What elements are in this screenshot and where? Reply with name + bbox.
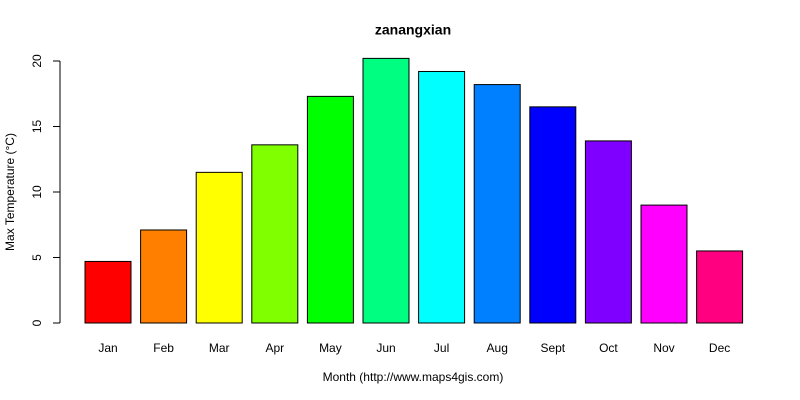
x-tick-label: Sept (540, 341, 565, 355)
x-tick-label: Jul (434, 341, 449, 355)
x-tick-label: Jun (376, 341, 395, 355)
x-tick-label: Jan (98, 341, 117, 355)
bar (306, 95, 354, 324)
y-tick-label: 5 (30, 254, 44, 261)
bar (473, 84, 521, 324)
bar (84, 260, 132, 324)
bar (195, 171, 243, 324)
x-tick-label: Feb (153, 341, 174, 355)
bar (251, 144, 299, 324)
chart-title: zanangxian (375, 22, 451, 38)
y-tick-label: 15 (30, 120, 44, 134)
x-tick-label: Oct (599, 341, 618, 355)
x-tick-label: Dec (709, 341, 730, 355)
y-tick-label: 0 (30, 319, 44, 326)
x-tick-label: Apr (265, 341, 284, 355)
bar (418, 70, 466, 324)
x-tick-label: May (319, 341, 342, 355)
y-tick-label: 10 (30, 185, 44, 199)
bar (529, 106, 577, 324)
bar (640, 204, 688, 324)
y-axis-label: Max Temperature (°C) (3, 133, 17, 251)
bar (140, 229, 188, 324)
bar (696, 250, 744, 324)
y-tick-label: 20 (30, 54, 44, 68)
bar (362, 57, 410, 324)
x-tick-label: Aug (487, 341, 508, 355)
x-tick-label: Mar (209, 341, 230, 355)
bar (584, 140, 632, 324)
x-axis-label: Month (http://www.maps4gis.com) (323, 370, 504, 384)
x-tick-label: Nov (653, 341, 674, 355)
